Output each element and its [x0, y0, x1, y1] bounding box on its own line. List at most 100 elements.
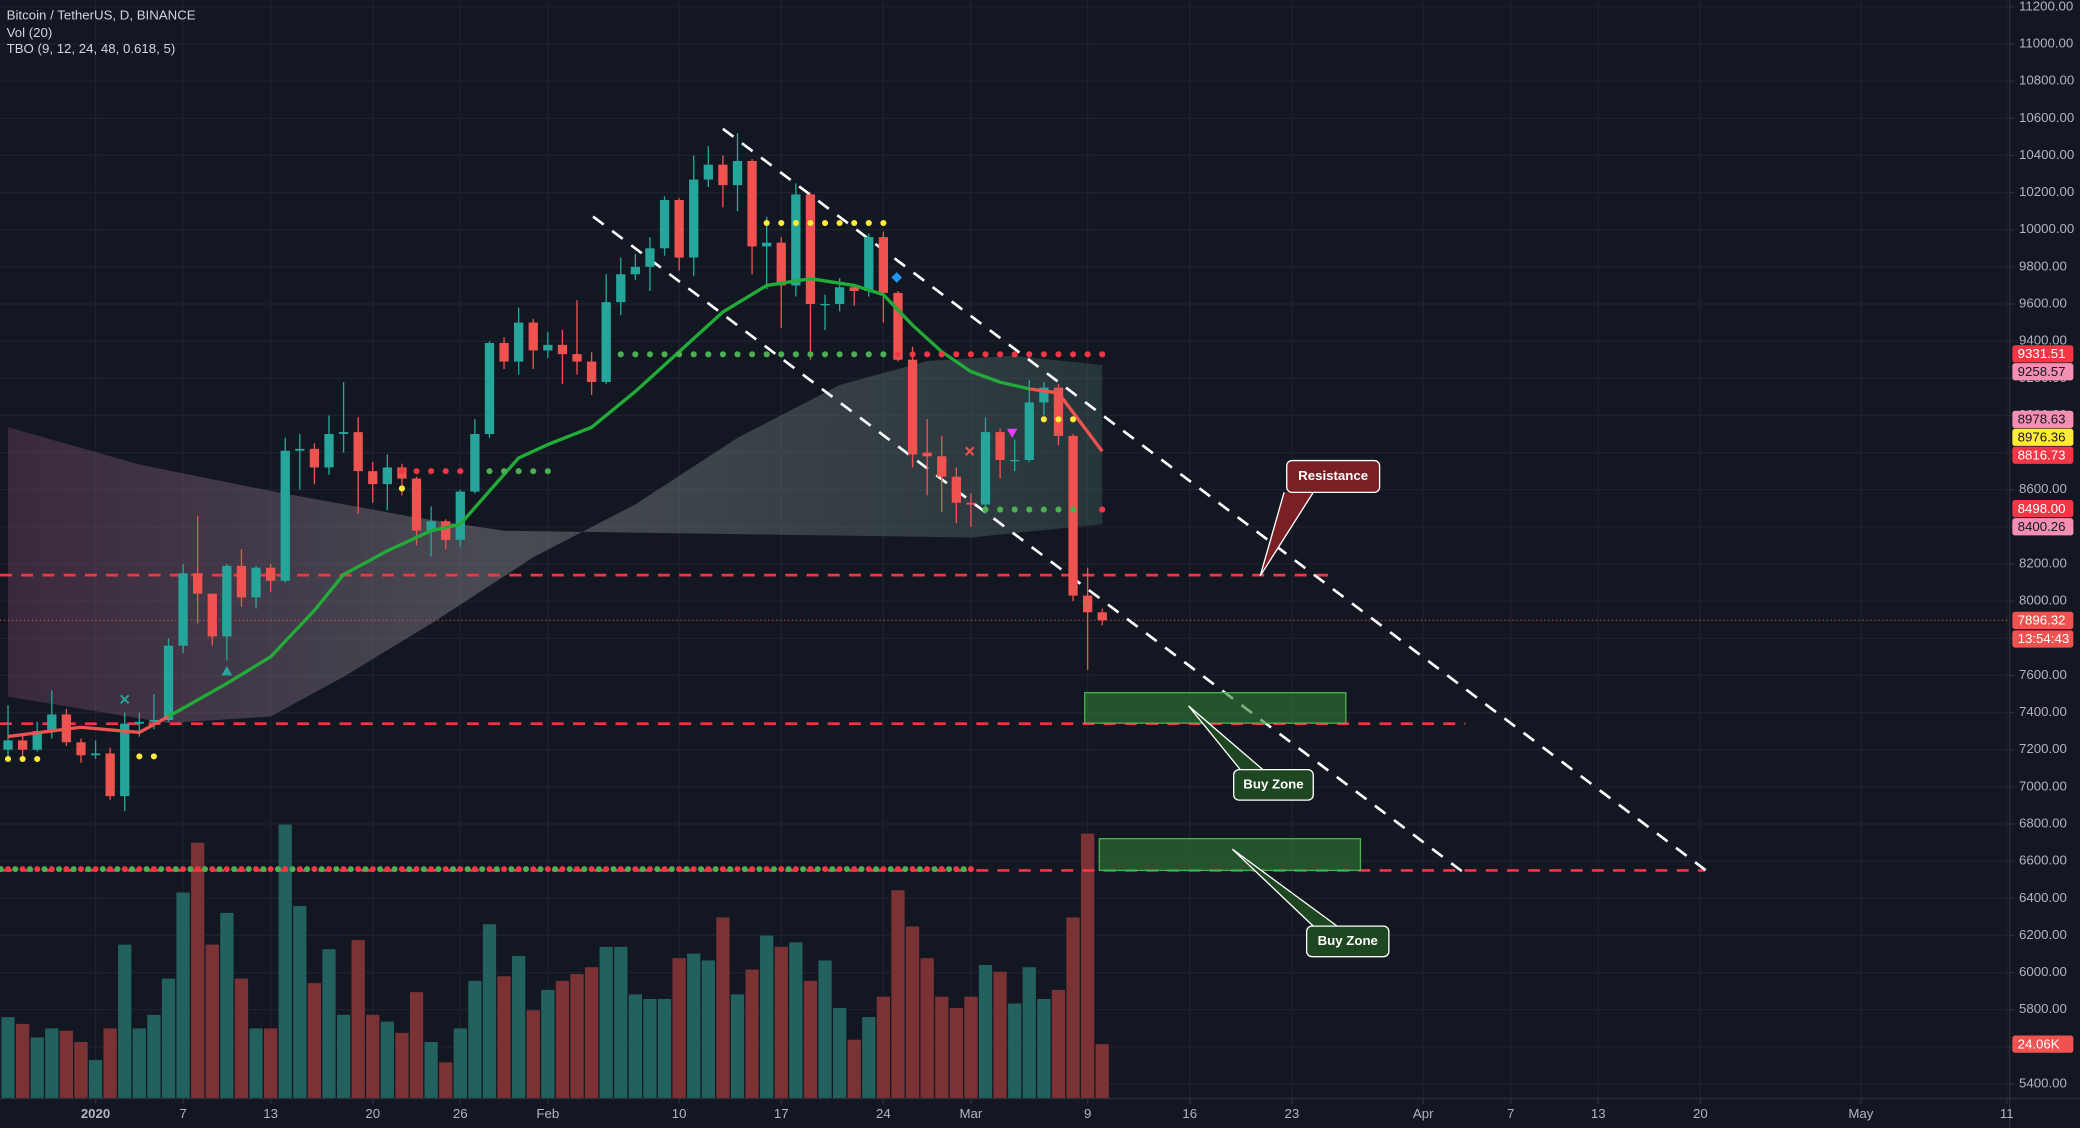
signal-dot	[442, 866, 449, 873]
signal-dot	[982, 351, 989, 358]
volume-bar	[439, 1062, 453, 1099]
volume-bar	[88, 1060, 103, 1099]
signal-dot	[741, 866, 748, 873]
signal-dot	[836, 866, 843, 873]
signal-dot	[566, 866, 573, 873]
volume-bar	[103, 1028, 117, 1099]
candle-body	[134, 721, 144, 724]
y-tick-label: 11200.00	[2019, 0, 2073, 13]
signal-dot	[486, 468, 493, 475]
volume-bar	[220, 912, 234, 1099]
candle-body	[324, 433, 334, 468]
candle-body	[747, 160, 757, 247]
signal-dot	[1055, 351, 1062, 358]
signal-dot	[581, 866, 588, 873]
volume-bar	[905, 926, 920, 1099]
volume-bar	[716, 917, 730, 1099]
signal-dot	[143, 866, 150, 873]
signal-dot	[180, 866, 187, 873]
signal-dot	[924, 866, 931, 873]
candle-body	[3, 740, 13, 750]
price-label: 7896.32	[2018, 613, 2066, 628]
signal-dot	[26, 866, 33, 873]
signal-dot	[749, 866, 756, 873]
candle-body	[251, 567, 261, 598]
signal-markers	[120, 272, 1018, 704]
callout-box	[1233, 768, 1314, 801]
signal-dot	[668, 866, 675, 873]
x-tick-label: 20	[1693, 1106, 1708, 1121]
y-tick-label: 9400.00	[2019, 333, 2067, 348]
price-label-bg	[2012, 363, 2074, 381]
candle-body	[499, 342, 509, 362]
signal-dot	[12, 866, 19, 873]
volume-label: 24.06K	[2018, 1036, 2060, 1051]
volume-bar	[293, 906, 307, 1099]
volume-bar	[234, 978, 249, 1099]
signal-dot	[690, 866, 697, 873]
volume-bar	[453, 1028, 467, 1099]
signal-dot	[800, 866, 807, 873]
signal-dot	[56, 866, 63, 873]
signal-dot	[1084, 351, 1091, 358]
signal-dot	[646, 351, 654, 358]
signal-dot	[121, 866, 128, 873]
signal-dot	[377, 866, 384, 873]
signal-dot	[355, 866, 362, 873]
signal-dot	[493, 866, 500, 873]
signal-dot	[150, 866, 157, 873]
volume-bar	[366, 1014, 380, 1099]
signal-dot	[77, 866, 85, 873]
x-tick-label: 13	[263, 1106, 278, 1121]
signal-dot	[508, 866, 515, 873]
volume-label-bg	[2012, 1035, 2074, 1053]
signal-dot	[311, 866, 318, 873]
signal-dot	[267, 866, 274, 873]
signal-dot	[216, 866, 223, 873]
signal-dot	[304, 866, 311, 873]
signal-dot	[325, 866, 333, 873]
signal-dot	[369, 866, 376, 873]
x-tick-label: 11	[2000, 1106, 2014, 1121]
price-label: 8976.36	[2018, 429, 2066, 444]
volume-bar	[1081, 833, 1095, 1099]
signal-dot	[778, 351, 785, 358]
volume-bar	[818, 960, 832, 1099]
signal-dot	[48, 866, 55, 873]
volume-bar	[336, 1014, 351, 1099]
callout-box	[1305, 925, 1390, 958]
volume-bar	[205, 944, 219, 1099]
signal-dot	[778, 219, 785, 227]
volume-bar	[672, 958, 686, 1099]
volume-bar	[935, 996, 949, 1099]
volume-bar	[118, 944, 132, 1099]
volume-bar	[176, 892, 190, 1099]
volume-bar	[351, 940, 365, 1099]
signal-dot	[530, 468, 537, 475]
y-tick-label: 7000.00	[2019, 778, 2067, 793]
signal-dot	[501, 866, 508, 873]
x-tick-label: Feb	[536, 1106, 559, 1121]
y-tick-label: 10800.00	[2019, 73, 2074, 88]
candle-body	[805, 194, 816, 304]
signal-dot	[814, 866, 821, 873]
signal-dot	[347, 866, 354, 873]
candle-body	[1097, 612, 1107, 621]
signal-dot	[588, 866, 595, 873]
candle-body	[922, 452, 932, 457]
y-tick-label: 10200.00	[2019, 184, 2074, 199]
x-tick-label: 20	[365, 1106, 380, 1121]
signal-dot	[734, 351, 741, 358]
candle-body	[980, 432, 991, 505]
signal-dot	[486, 866, 493, 873]
candle-body	[1053, 387, 1064, 436]
price-label: 8978.63	[2018, 412, 2066, 427]
candle-body	[645, 248, 655, 267]
y-tick-label: 6600.00	[2019, 853, 2067, 868]
signal-dot	[595, 866, 602, 873]
callout-pointer	[1259, 492, 1314, 577]
volume-bar	[526, 1010, 540, 1099]
volume-bar	[468, 980, 482, 1099]
signal-dot	[1040, 416, 1047, 423]
x-tick-label: 10	[672, 1106, 687, 1121]
